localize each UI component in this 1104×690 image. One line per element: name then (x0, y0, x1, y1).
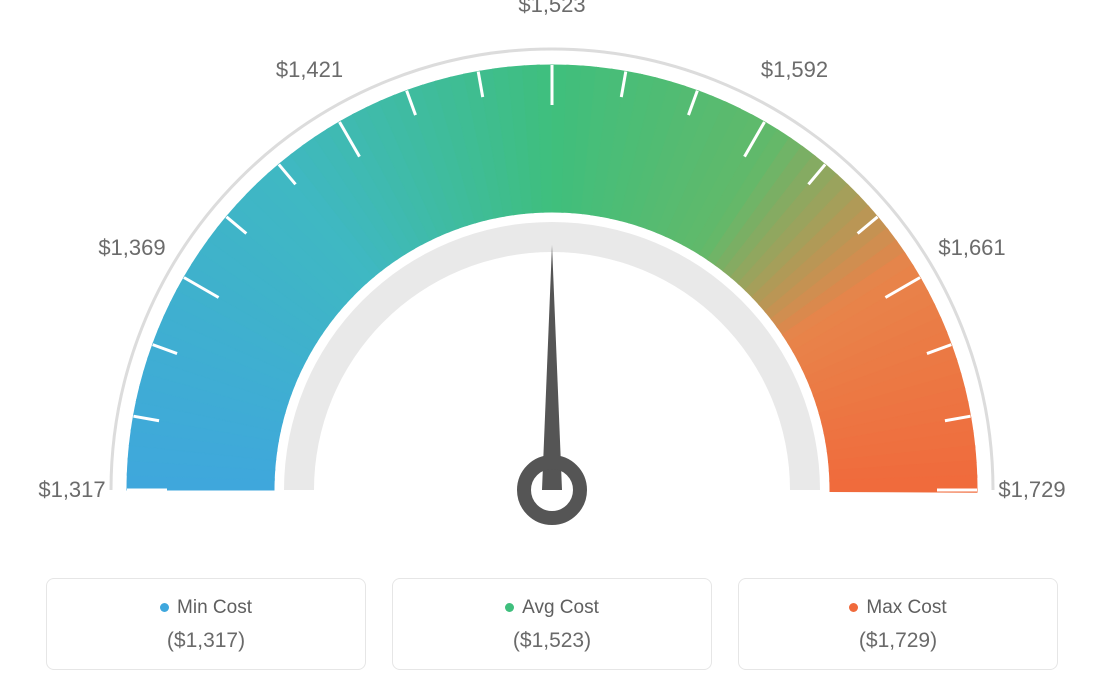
avg-cost-title: Avg Cost (413, 597, 691, 619)
gauge-label: $1,317 (38, 477, 105, 503)
gauge-label: $1,729 (998, 477, 1065, 503)
avg-dot-icon (505, 603, 514, 612)
gauge-label: $1,369 (98, 235, 165, 261)
max-cost-card: Max Cost ($1,729) (738, 578, 1058, 670)
min-cost-title: Min Cost (67, 597, 345, 619)
avg-title-text: Avg Cost (522, 597, 599, 618)
min-cost-card: Min Cost ($1,317) (46, 578, 366, 670)
max-dot-icon (849, 603, 858, 612)
gauge-label: $1,661 (938, 235, 1005, 261)
min-cost-value: ($1,317) (67, 629, 345, 653)
gauge-label: $1,421 (276, 57, 343, 83)
max-cost-title: Max Cost (759, 597, 1037, 619)
min-title-text: Min Cost (177, 597, 252, 618)
avg-cost-card: Avg Cost ($1,523) (392, 578, 712, 670)
summary-cards: Min Cost ($1,317) Avg Cost ($1,523) Max … (0, 578, 1104, 670)
min-dot-icon (160, 603, 169, 612)
max-title-text: Max Cost (866, 597, 946, 618)
gauge-svg (0, 0, 1104, 560)
gauge-label: $1,592 (761, 57, 828, 83)
max-cost-value: ($1,729) (759, 629, 1037, 653)
cost-gauge: $1,317 $1,369 $1,421 $1,523 $1,592 $1,661 $1,7… (0, 0, 1104, 560)
avg-cost-value: ($1,523) (413, 629, 691, 653)
gauge-label: $1,523 (518, 0, 585, 18)
